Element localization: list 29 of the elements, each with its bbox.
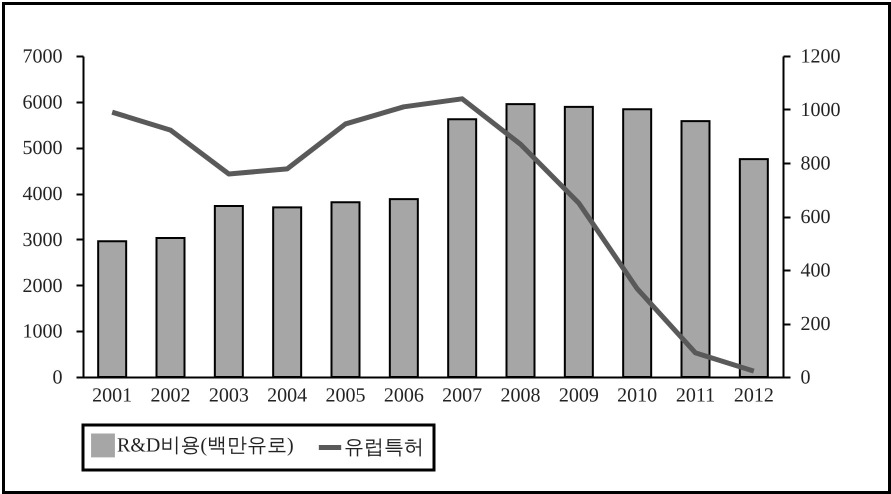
y-tick-label: 4000 bbox=[22, 183, 62, 206]
y2-tick-label: 1200 bbox=[800, 46, 840, 68]
y2-tick-label: 400 bbox=[800, 260, 830, 282]
y2-tick-label: 200 bbox=[800, 313, 830, 335]
y-tick-label: 1000 bbox=[22, 320, 62, 343]
x-tick-label: 2002 bbox=[150, 384, 190, 406]
y-tick-label: 0 bbox=[52, 366, 62, 388]
x-tick-label: 2008 bbox=[500, 384, 540, 406]
y2-tick-label: 600 bbox=[800, 206, 830, 228]
y-tick-label: 7000 bbox=[22, 46, 62, 68]
legend-label: R&D비용(백만유로) bbox=[117, 434, 294, 456]
y-tick-label: 6000 bbox=[22, 91, 62, 114]
legend-label: 유럽특허 bbox=[344, 436, 424, 458]
y2-tick-label: 1000 bbox=[800, 99, 840, 121]
x-tick-label: 2001 bbox=[92, 384, 132, 406]
y-tick-label: 5000 bbox=[22, 137, 62, 160]
x-tick-label: 2009 bbox=[558, 384, 599, 406]
x-tick-label: 2003 bbox=[208, 384, 249, 406]
x-tick-label: 2010 bbox=[617, 384, 658, 406]
x-tick-label: 2011 bbox=[676, 384, 716, 406]
x-tick-label: 2005 bbox=[326, 384, 366, 406]
y2-tick-label: 800 bbox=[800, 152, 830, 174]
x-tick-label: 2006 bbox=[384, 384, 424, 406]
y-tick-label: 2000 bbox=[22, 274, 62, 297]
x-tick-label: 2007 bbox=[442, 384, 482, 406]
y-tick-label: 3000 bbox=[22, 228, 62, 251]
x-tick-label: 2012 bbox=[734, 384, 774, 406]
y2-tick-label: 0 bbox=[800, 366, 810, 388]
x-tick-label: 2004 bbox=[267, 384, 308, 406]
